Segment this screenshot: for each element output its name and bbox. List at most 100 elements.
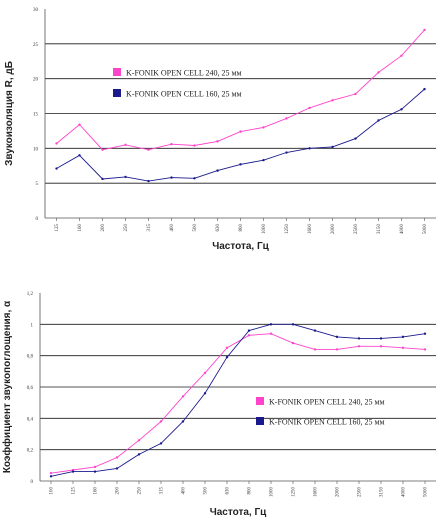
x-tick-label: 3150 (377, 224, 382, 235)
x-tick-label: 2000 (331, 224, 336, 235)
y-tick-label: 0,2 (27, 449, 34, 454)
data-point (262, 126, 265, 129)
data-point (423, 332, 427, 335)
y-tick-label: 20 (33, 78, 39, 83)
x-tick-label: 315 (160, 487, 165, 495)
data-point (239, 163, 242, 166)
x-tick-label: 400 (170, 224, 175, 232)
data-point (49, 475, 53, 478)
data-point (247, 334, 251, 337)
data-point (115, 467, 119, 470)
sound-insulation-chart-svg: 0 5 10 15 20 25 30 125 160 200 250 315 400 500 630 800 1… (4, 8, 436, 252)
data-point (269, 323, 273, 326)
y-tick-label: 0 (31, 480, 34, 485)
x-tick-label: 160 (94, 487, 99, 495)
data-point (291, 341, 295, 345)
x-tick-label: 630 (226, 487, 231, 495)
x-tick-label: 315 (147, 224, 152, 232)
data-point (93, 465, 97, 469)
data-point (93, 470, 97, 473)
data-point (55, 167, 58, 170)
y-tick-label: 10 (33, 147, 39, 152)
x-tick-label: 1600 (308, 224, 313, 235)
data-point (115, 456, 119, 459)
y-tick-label: 15 (33, 113, 39, 118)
data-point (216, 140, 219, 143)
data-point (193, 177, 196, 180)
data-point (308, 106, 311, 110)
x-axis-title: Частота, Гц (212, 241, 269, 252)
x-tick-label: 2500 (358, 487, 363, 498)
data-point (170, 142, 173, 146)
sound-absorption-chart: 0 0,2 0,4 0,6 0,8 1 1,2 100 125 160 200 250 315 400 50… (0, 280, 447, 527)
data-point (101, 177, 104, 181)
data-point (379, 345, 383, 348)
data-point (203, 371, 207, 375)
data-point (379, 337, 383, 340)
x-tick-label: 800 (239, 224, 244, 232)
data-point (216, 169, 219, 172)
data-point (159, 420, 163, 423)
x-tick-label: 1600 (314, 487, 319, 498)
y-tick-label: 5 (36, 182, 39, 187)
x-tick-label: 160 (78, 224, 83, 232)
x-tick-label: 2000 (336, 487, 341, 498)
data-point (285, 117, 288, 120)
data-point (354, 137, 357, 140)
data-point (262, 158, 265, 162)
data-point (203, 392, 207, 395)
data-point (78, 154, 81, 157)
data-point (101, 148, 104, 151)
y-tick-label: 0,6 (27, 386, 34, 391)
x-tick-label: 1250 (285, 224, 290, 235)
y-tick-label: 0,8 (27, 355, 34, 360)
sound-absorption-chart-svg: 0 0,2 0,4 0,6 0,8 1 1,2 100 125 160 200 250 315 400 50… (1, 292, 436, 518)
series-line-2 (50, 323, 426, 477)
data-point (401, 335, 405, 339)
legend-swatch (256, 417, 264, 425)
y-tick-label: 1 (31, 323, 34, 328)
data-point (331, 145, 334, 149)
legend-label: K-FONIK OPEN CELL 240, 25 мм (126, 69, 242, 78)
data-point (400, 54, 403, 57)
data-point (331, 99, 334, 102)
legend-label: K-FONIK OPEN CELL 240, 25 мм (269, 398, 385, 407)
data-point (269, 332, 273, 335)
data-point (124, 175, 127, 179)
series-line-2 (56, 88, 425, 182)
data-point (423, 87, 426, 91)
data-point (357, 345, 361, 348)
data-point (313, 348, 317, 351)
data-point (78, 123, 81, 126)
x-tick-label: 250 (138, 487, 143, 495)
data-point (423, 348, 427, 351)
x-tick-label: 800 (248, 487, 253, 495)
x-tick-label: 250 (124, 224, 129, 232)
y-tick-label: 30 (33, 8, 39, 13)
data-point (193, 144, 196, 147)
data-point (147, 179, 150, 183)
data-point (423, 28, 426, 32)
legend-swatch (256, 397, 264, 405)
x-tick-label: 200 (116, 487, 121, 495)
x-tick-label: 400 (182, 487, 187, 495)
data-point (335, 335, 339, 339)
data-point (137, 453, 141, 456)
data-point (49, 471, 53, 475)
data-point (181, 420, 185, 423)
sound-insulation-chart: 0 5 10 15 20 25 30 125 160 200 250 315 400 500 630 800 1… (0, 0, 447, 262)
series-line-1 (50, 333, 426, 474)
data-point (71, 470, 75, 473)
x-tick-label: 1250 (292, 487, 297, 498)
data-point (181, 395, 185, 398)
data-point (401, 346, 405, 350)
x-axis-title: Частота, Гц (210, 507, 267, 518)
x-tick-label: 125 (72, 487, 77, 495)
data-point (308, 147, 311, 150)
y-axis-title: Звукоизоляция R, дБ (4, 61, 15, 166)
data-point (247, 329, 251, 332)
data-point (377, 71, 380, 74)
x-tick-label: 500 (193, 224, 198, 232)
legend-label: K-FONIK OPEN CELL 160, 25 мм (126, 90, 242, 99)
y-tick-label: 1,2 (27, 292, 34, 297)
